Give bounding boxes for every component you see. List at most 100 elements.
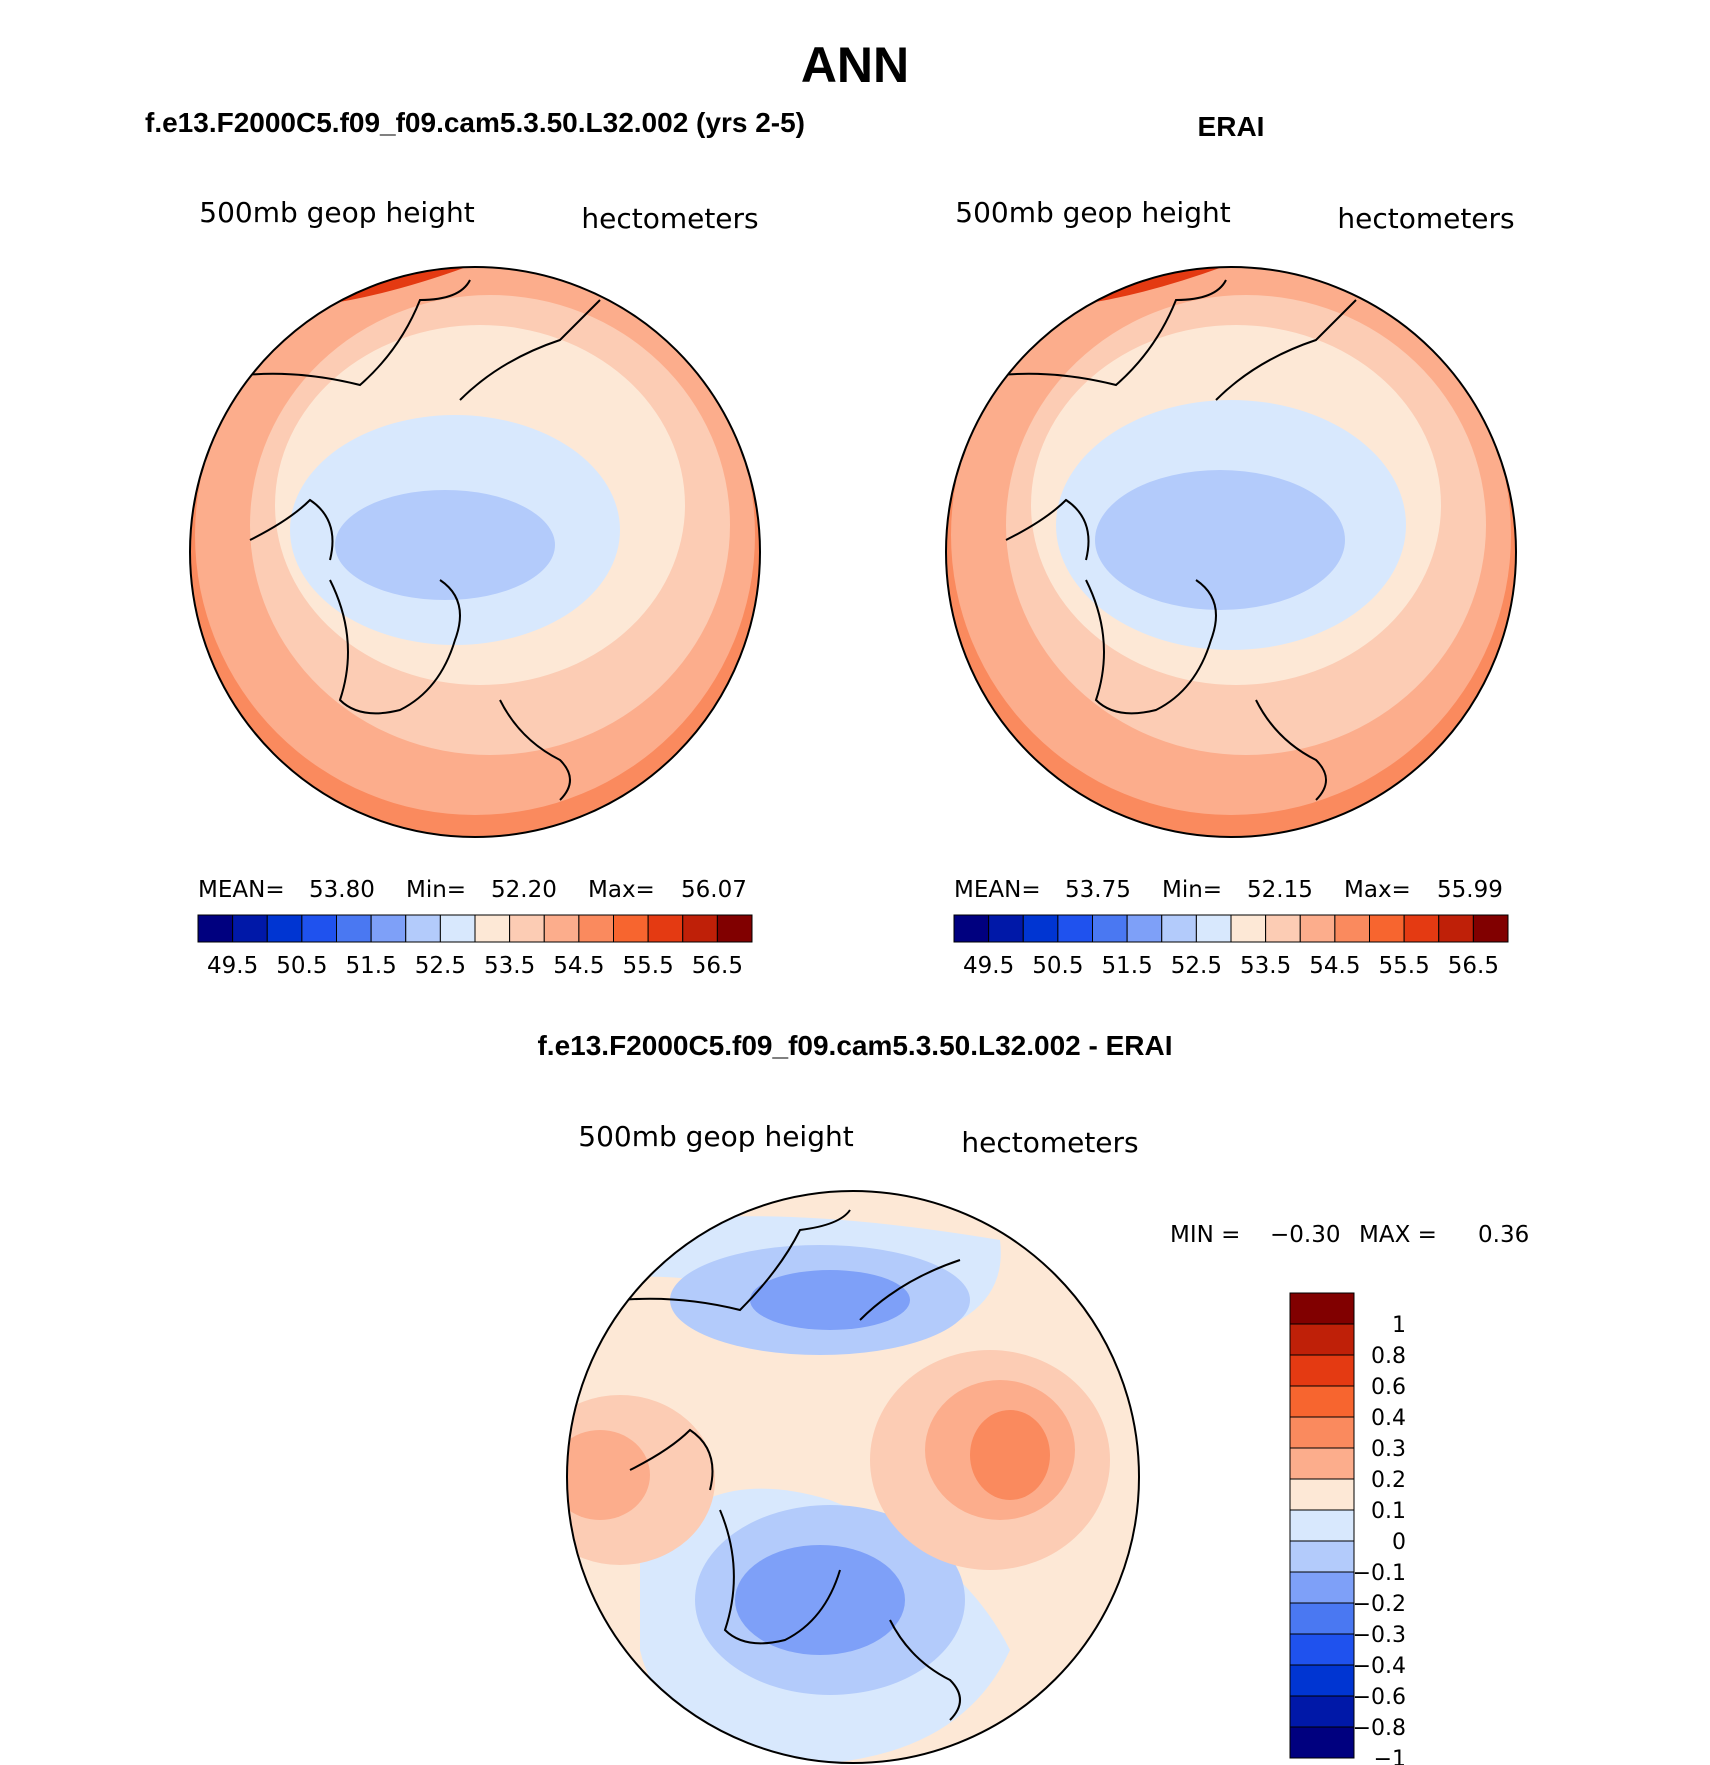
diff-colorbar-tick-label: 0.4 <box>1371 1406 1406 1431</box>
diff-colorbar-tick-label: 0.8 <box>1371 1344 1406 1369</box>
diff-colorbar-swatch <box>1289 1385 1355 1418</box>
diff-colorbar-tick-label: −0.4 <box>1353 1654 1406 1679</box>
diff-colorbar-tick-label: 1 <box>1392 1313 1406 1338</box>
diff-colorbar-swatch <box>1289 1726 1355 1759</box>
figure-title: ANN <box>801 37 909 93</box>
diff-colorbar-tick-label: 0 <box>1392 1530 1406 1555</box>
obs-max-value: 55.99 <box>1437 877 1503 903</box>
obs-colorbar-tick-label: 50.5 <box>1032 953 1083 979</box>
obs-colorbar-swatch <box>1265 914 1301 943</box>
diff-max-value: 0.36 <box>1478 1222 1529 1248</box>
model-colorbar-tick-label: 56.5 <box>692 953 743 979</box>
model-min-value: 52.20 <box>491 877 557 903</box>
obs-colorbar-swatch <box>1299 914 1336 943</box>
diff-colorbar-swatch <box>1289 1354 1355 1387</box>
diff-colorbar-tick-label: −0.2 <box>1353 1592 1406 1617</box>
model-colorbar-swatch <box>543 914 580 943</box>
diff-colorbar-swatch <box>1289 1540 1355 1573</box>
panel-model-stats: MEAN= 53.80 Min= 52.20 Max= 56.07 <box>198 877 747 903</box>
model-colorbar-swatch <box>301 914 337 943</box>
model-colorbar-tick-label: 50.5 <box>276 953 327 979</box>
model-colorbar-swatch <box>232 914 268 943</box>
panel-model-colorbar: 49.5 50.5 51.5 52.5 53.5 54.5 55.5 56.5 <box>197 914 753 979</box>
obs-colorbar-swatch <box>953 914 990 943</box>
model-colorbar-swatch <box>647 914 684 943</box>
diff-colorbar-swatch <box>1289 1695 1355 1728</box>
diff-colorbar-tick-label: −0.8 <box>1353 1716 1406 1741</box>
panel-diff: f.e13.F2000C5.f09_f09.cam5.3.50.L32.002 … <box>537 1030 1529 1765</box>
model-colorbar-swatch <box>474 914 511 943</box>
panel-diff-map-border <box>566 1190 1140 1764</box>
diff-colorbar-swatch <box>1289 1602 1355 1635</box>
model-colorbar-swatch <box>405 914 441 943</box>
obs-colorbar-swatch <box>1438 914 1474 943</box>
diff-colorbar-swatch <box>1289 1664 1355 1697</box>
panel-obs-units-label: hectometers <box>1337 202 1514 235</box>
obs-colorbar-swatch <box>1126 914 1163 943</box>
diff-colorbar-swatch <box>1289 1509 1355 1542</box>
model-colorbar-swatch <box>578 914 614 943</box>
obs-colorbar-tick-label: 56.5 <box>1448 953 1499 979</box>
obs-min-value: 52.15 <box>1247 877 1313 903</box>
obs-colorbar-swatch <box>1334 914 1370 943</box>
diff-max-label: MAX = <box>1359 1222 1437 1248</box>
diff-colorbar-tick-label: −0.6 <box>1353 1685 1406 1710</box>
diff-colorbar-swatch <box>1289 1323 1355 1356</box>
model-max-label: Max= <box>588 877 655 903</box>
obs-min-label: Min= <box>1162 877 1222 903</box>
obs-colorbar-swatch <box>1195 914 1232 943</box>
diff-colorbar-swatch <box>1289 1633 1355 1666</box>
model-max-value: 56.07 <box>681 877 747 903</box>
model-colorbar-tick-label: 51.5 <box>346 953 397 979</box>
obs-colorbar-swatch <box>1022 914 1059 943</box>
panel-diff-variable-label: 500mb geop height <box>578 1120 853 1153</box>
panel-model-title: f.e13.F2000C5.f09_f09.cam5.3.50.L32.002 … <box>145 107 805 138</box>
diff-colorbar-tick-label: 0.2 <box>1371 1468 1406 1493</box>
model-colorbar-swatch <box>370 914 407 943</box>
model-colorbar-swatch <box>613 914 649 943</box>
model-colorbar-swatch <box>197 914 234 943</box>
diff-min-value: −0.30 <box>1270 1222 1340 1248</box>
model-colorbar-tick-label: 49.5 <box>207 953 258 979</box>
panel-diff-stats: MIN = −0.30 MAX = 0.36 <box>1170 1222 1529 1248</box>
panel-diff-units-label: hectometers <box>961 1126 1138 1159</box>
panel-diff-map <box>567 1191 1139 1763</box>
panel-obs-title: ERAI <box>1198 111 1265 142</box>
obs-colorbar-swatch <box>1230 914 1267 943</box>
panel-obs-variable-label: 500mb geop height <box>955 196 1230 229</box>
model-colorbar-tick-label: 55.5 <box>623 953 674 979</box>
panel-obs-stats: MEAN= 53.75 Min= 52.15 Max= 55.99 <box>954 877 1503 903</box>
obs-colorbar-tick-label: 54.5 <box>1309 953 1360 979</box>
model-colorbar-swatch <box>439 914 476 943</box>
panel-obs-map <box>946 267 1516 837</box>
diff-colorbar-tick-label: 0.3 <box>1371 1437 1406 1462</box>
diff-colorbar-swatch <box>1289 1478 1355 1511</box>
model-mean-label: MEAN= <box>198 877 285 903</box>
panel-obs-map-border <box>945 266 1517 838</box>
diff-colorbar-tick-label: 0.1 <box>1371 1499 1406 1524</box>
obs-mean-label: MEAN= <box>954 877 1041 903</box>
obs-colorbar-swatch <box>1403 914 1440 943</box>
model-min-label: Min= <box>406 877 466 903</box>
obs-colorbar-tick-label: 51.5 <box>1102 953 1153 979</box>
panel-model-map-border <box>189 266 761 838</box>
panel-diff-title: f.e13.F2000C5.f09_f09.cam5.3.50.L32.002 … <box>537 1030 1172 1061</box>
panel-model-map <box>190 267 760 837</box>
diff-colorbar-tick-label: −0.3 <box>1353 1623 1406 1648</box>
obs-colorbar-swatch <box>1092 914 1128 943</box>
obs-colorbar-tick-label: 53.5 <box>1240 953 1291 979</box>
diff-colorbar-tick-label: 0.6 <box>1371 1375 1406 1400</box>
diff-colorbar-swatch <box>1289 1447 1355 1480</box>
model-mean-value: 53.80 <box>309 877 375 903</box>
obs-colorbar-swatch <box>1472 914 1509 943</box>
diff-min-label: MIN = <box>1170 1222 1240 1248</box>
model-colorbar-tick-label: 52.5 <box>415 953 466 979</box>
model-colorbar-tick-label: 54.5 <box>553 953 604 979</box>
panel-obs-colorbar: 49.5 50.5 51.5 52.5 53.5 54.5 55.5 56.5 <box>953 914 1509 979</box>
obs-colorbar-swatch <box>988 914 1024 943</box>
obs-colorbar-tick-label: 49.5 <box>963 953 1014 979</box>
obs-max-label: Max= <box>1344 877 1411 903</box>
obs-colorbar-swatch <box>1369 914 1405 943</box>
panel-obs: ERAI 500mb geop height hectometers <box>945 111 1517 979</box>
